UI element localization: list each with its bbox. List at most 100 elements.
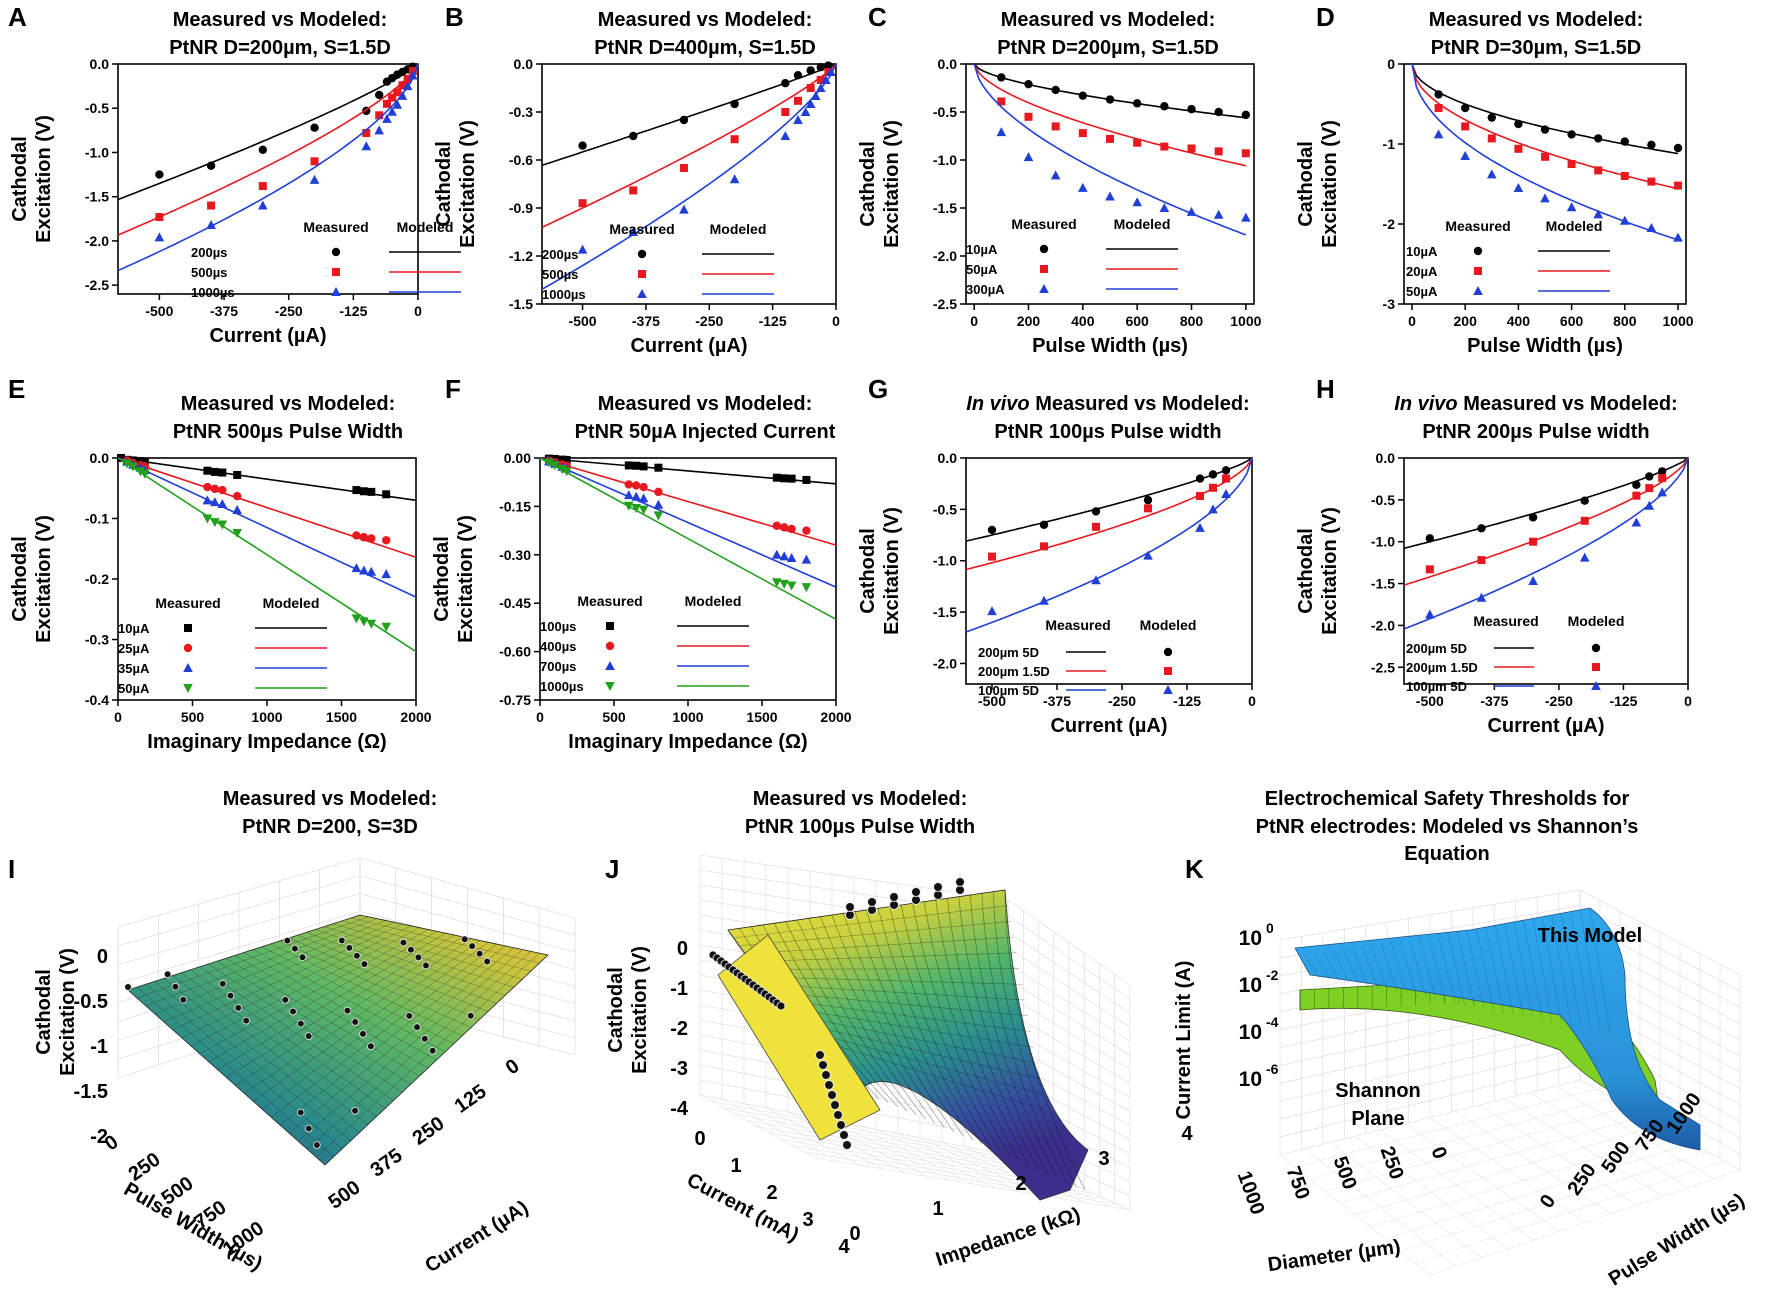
y-axis-label: Excitation (V) <box>881 120 903 248</box>
data-point <box>203 466 212 475</box>
data-point <box>802 526 811 535</box>
x-tick-label: 400 <box>1071 313 1095 329</box>
grid-line <box>817 1039 1046 1111</box>
model-curve-blue <box>965 457 1253 633</box>
data-point <box>1594 134 1603 143</box>
x-tick-label: 200 <box>1017 313 1041 329</box>
data-point <box>232 529 242 539</box>
data-point <box>351 563 362 573</box>
data-point <box>1132 197 1142 207</box>
legend-measured-header: Measured <box>303 219 368 235</box>
data-point <box>1620 215 1630 225</box>
data-point <box>631 504 641 514</box>
y-tick-label: 500 <box>1598 1138 1635 1178</box>
grid-line <box>351 917 540 964</box>
panel-title: Measured vs Modeled: <box>753 788 968 810</box>
data-point <box>1106 134 1114 143</box>
y-tick-label: -0.75 <box>499 692 531 708</box>
model-curve-red <box>1411 63 1679 190</box>
model-curve-red <box>1403 457 1689 586</box>
legend-entry-label: 100µs <box>540 619 576 634</box>
data-point <box>639 462 648 471</box>
grid-line <box>1570 912 1591 1030</box>
data-point <box>232 505 242 515</box>
y-axis-label: Excitation (V) <box>457 120 479 248</box>
grid-line <box>1352 947 1369 988</box>
legend-measured-header: Measured <box>577 593 642 609</box>
data-point <box>359 487 368 496</box>
legend-entry-label: 200µm 5D <box>1406 641 1467 656</box>
data-point <box>154 232 165 242</box>
data-point <box>1594 166 1603 175</box>
grid-line <box>843 913 955 1132</box>
data-point <box>1159 203 1170 212</box>
panel-k: K Electrochemical Safety Thresholds for Pt… <box>1173 788 1749 1291</box>
x-tick-label: -125 <box>759 313 787 329</box>
grid-line <box>1007 947 1131 1028</box>
y-tick-label: -0.5 <box>933 501 957 517</box>
legend-entry-label: 200µm 1.5D <box>978 664 1050 679</box>
x-tick-label: -250 <box>275 303 303 319</box>
legend-entry-label: 200µs <box>542 247 578 262</box>
z-axis-label: Excitation (V) <box>57 948 79 1076</box>
grid-line <box>1523 920 1543 1021</box>
grid-line <box>1532 918 1553 1023</box>
panel-subtitle: PtNR D=200, S=3D <box>242 816 418 838</box>
data-point <box>1105 191 1115 201</box>
data-point <box>1186 206 1197 216</box>
y-tick-label: 0.0 <box>90 56 110 72</box>
data-point <box>1221 488 1231 498</box>
panel-letter: K <box>1185 854 1204 884</box>
legend-marker <box>1039 284 1049 293</box>
grid-line <box>1561 914 1582 1028</box>
grid-line <box>288 947 515 1134</box>
data-point <box>1528 513 1538 522</box>
grid-line <box>796 919 917 1116</box>
data-point <box>1051 122 1060 131</box>
x-axis-label: Diameter (µm) <box>1266 1236 1402 1276</box>
model-curve-red <box>117 457 417 558</box>
x-tick-label: -125 <box>1173 693 1201 709</box>
z-tick-label: 0 <box>677 938 688 960</box>
z-tick-exponent: 0 <box>1266 920 1274 936</box>
legend-marker <box>1040 265 1048 273</box>
data-point <box>1241 149 1250 158</box>
y-tick-label: 250 <box>409 1113 449 1150</box>
data-point <box>631 491 641 501</box>
z-tick-label: -1.5 <box>74 1081 108 1103</box>
data-point <box>1214 147 1223 156</box>
y-axis-label: Excitation (V) <box>33 515 55 643</box>
legend-modeled-header: Modeled <box>1140 617 1197 633</box>
x-tick-label: 1 <box>730 1155 741 1177</box>
grid-line <box>1279 1063 1581 1138</box>
legend-marker <box>331 247 341 257</box>
legend-measured-header: Measured <box>155 595 220 611</box>
grid-line <box>315 952 540 1158</box>
y-tick-label: -3 <box>1383 296 1396 312</box>
data-point <box>140 457 149 466</box>
data-point <box>403 75 412 84</box>
x-tick-label: 2 <box>766 1182 777 1204</box>
grid-line <box>1007 899 1131 986</box>
legend-modeled-header: Modeled <box>1546 218 1603 234</box>
data-point <box>1658 474 1667 483</box>
data-point <box>362 129 371 137</box>
y-tick-label: 0 <box>1387 56 1395 72</box>
data-point <box>793 115 803 124</box>
data-point <box>1091 575 1101 585</box>
y-tick-label: -1.5 <box>85 189 109 205</box>
legend-modeled-header: Modeled <box>263 595 320 611</box>
legend-marker <box>1163 647 1173 657</box>
data-point <box>800 107 811 116</box>
data-point <box>233 470 242 479</box>
title-prefix: In vivo <box>966 393 1035 415</box>
legend-marker <box>605 641 615 651</box>
title-main: Measured vs Modeled: <box>1463 393 1678 415</box>
legend-marker <box>606 622 614 630</box>
legend-modeled-header: Modeled <box>1568 613 1625 629</box>
grid-line <box>297 934 489 1012</box>
grid-line <box>814 1157 1131 1211</box>
data-point <box>1039 520 1049 529</box>
grid-line <box>306 932 497 1004</box>
data-point <box>1078 91 1088 100</box>
